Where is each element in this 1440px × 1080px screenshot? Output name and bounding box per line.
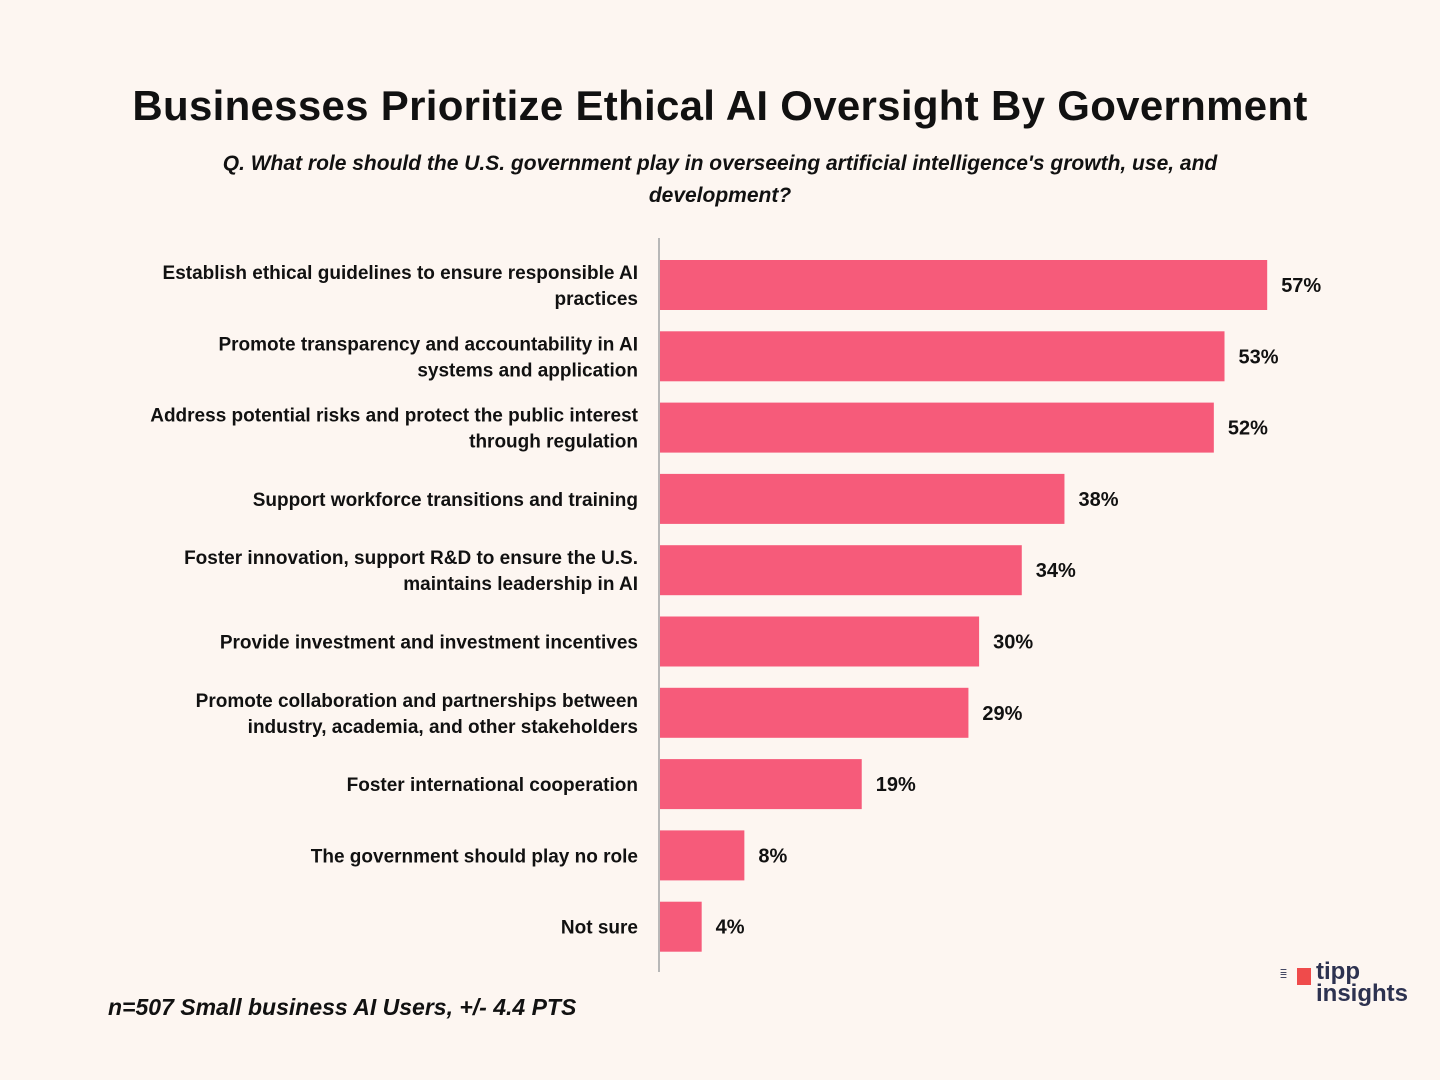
value-label: 19%	[876, 774, 916, 796]
bar	[659, 473, 1065, 524]
bar	[659, 759, 862, 810]
category-label: Promote transparency and accountability …	[218, 334, 638, 381]
logo-flag-icon	[1297, 968, 1311, 985]
bar	[659, 545, 1022, 596]
category-label: Support workforce transitions and traini…	[253, 490, 638, 511]
chart-subtitle: Q. What role should the U.S. government …	[222, 152, 1218, 207]
category-label: Not sure	[561, 918, 638, 939]
bar	[659, 402, 1214, 453]
logo-text-insights: insights	[1316, 980, 1409, 1007]
logo-rays-icon: = =	[1280, 964, 1288, 983]
logo-text-tipp: tipp	[1316, 958, 1360, 985]
value-label: 30%	[993, 632, 1033, 654]
category-label: Address potential risks and protect the …	[150, 406, 638, 453]
bar	[659, 260, 1268, 310]
bar	[659, 331, 1225, 382]
value-label: 52%	[1228, 418, 1268, 440]
category-label: Promote collaboration and partnerships b…	[196, 691, 638, 738]
value-label: 29%	[982, 703, 1022, 725]
bar	[659, 830, 745, 881]
bar	[659, 687, 969, 738]
category-label: Provide investment and investment incent…	[220, 633, 638, 654]
category-label: The government should play no role	[311, 846, 638, 867]
value-label: 53%	[1239, 346, 1279, 368]
bar	[659, 616, 980, 667]
sample-footnote: n=507 Small business AI Users, +/- 4.4 P…	[108, 994, 577, 1020]
chart-title: Businesses Prioritize Ethical AI Oversig…	[132, 82, 1308, 129]
bar	[659, 901, 702, 952]
value-label: 38%	[1078, 489, 1118, 511]
value-label: 4%	[716, 917, 745, 939]
category-label: Foster international cooperation	[347, 775, 638, 796]
value-label: 8%	[758, 845, 787, 867]
value-label: 57%	[1281, 275, 1321, 297]
value-label: 34%	[1036, 560, 1076, 582]
tipp-insights-logo: = = tipp insights	[1280, 960, 1430, 1015]
category-label: Foster innovation, support R&D to ensure…	[184, 548, 638, 595]
category-label: Establish ethical guidelines to ensure r…	[163, 263, 638, 310]
